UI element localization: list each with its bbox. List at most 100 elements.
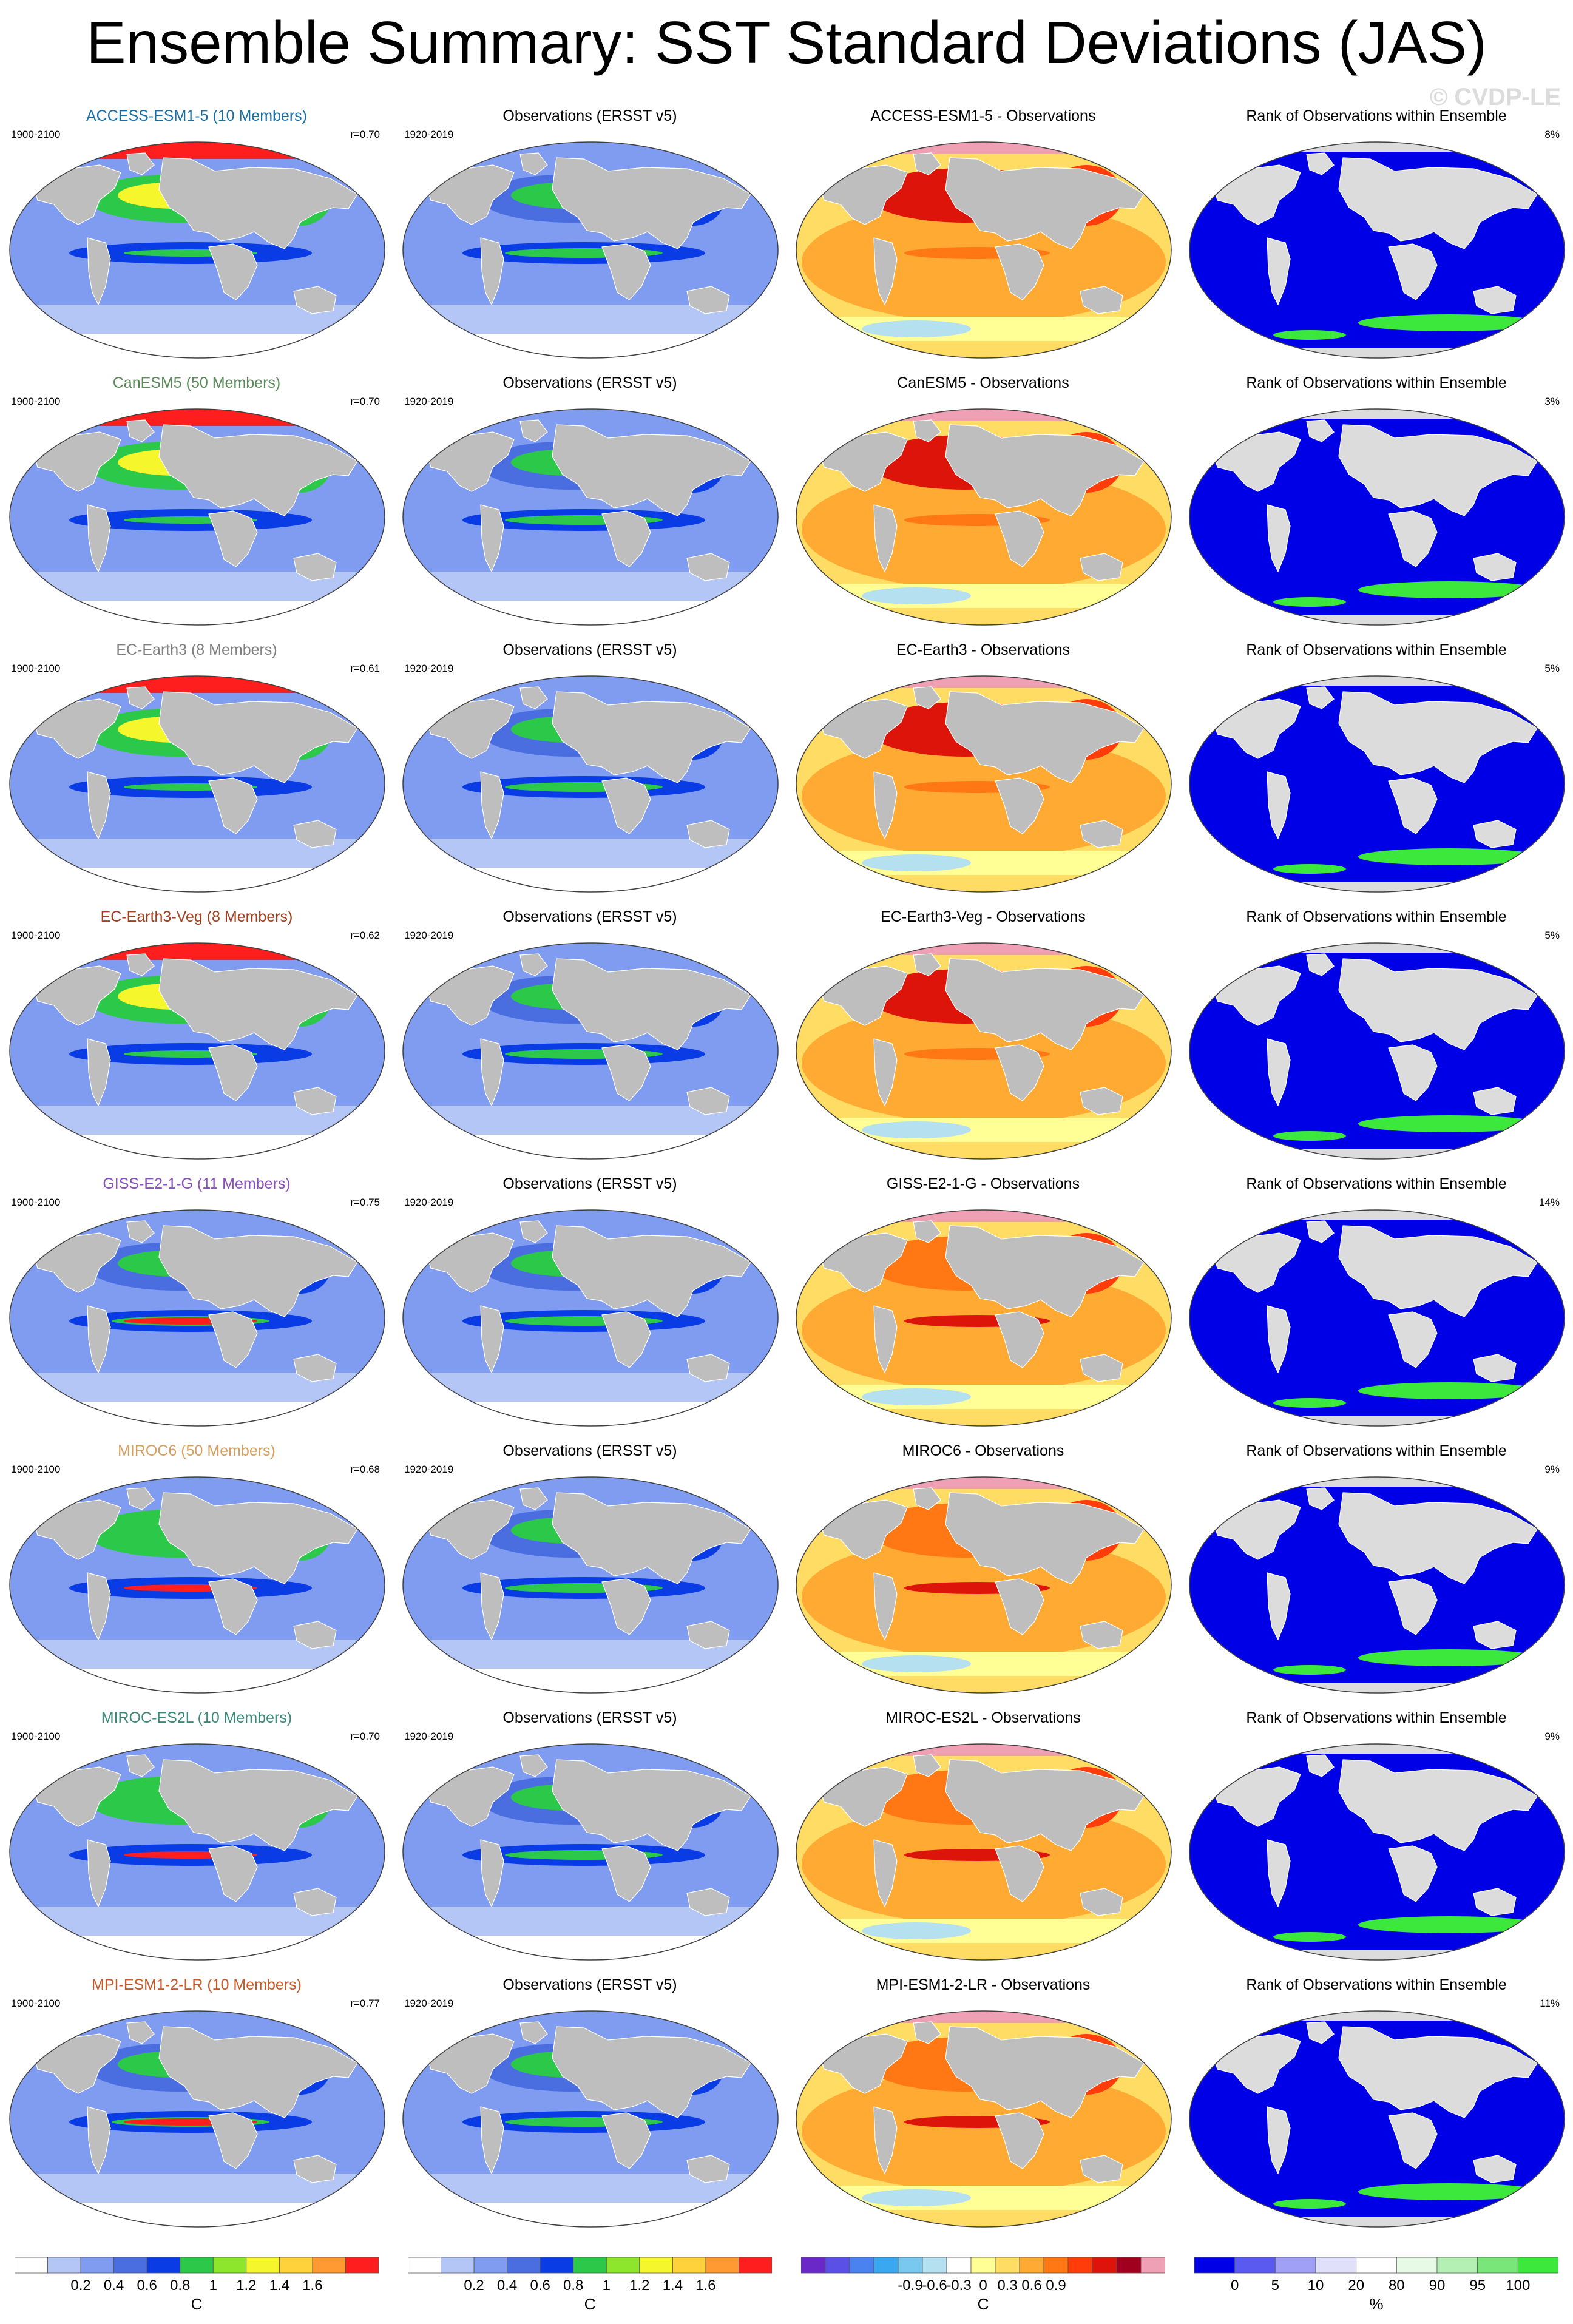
panel-rank: Rank of Observations within Ensemble 5% [1180,903,1573,1171]
colorbar-swatch [1067,2257,1093,2274]
colorbar-swatch [1116,2257,1142,2274]
colorbar-swatch [507,2257,541,2274]
colorbar-tick-label: 0 [979,2277,987,2294]
colorbar-tick-label: 1.4 [663,2277,683,2294]
colorbar-swatch [279,2257,313,2274]
panel-diff: MIROC6 - Observations [786,1437,1180,1705]
colorbar-swatch [408,2257,441,2274]
panel-title: GISS-E2-1-G (11 Members) [103,1175,291,1192]
correlation-label: r=0.70 [350,396,380,407]
panel-model: MPI-ESM1-2-LR (10 Members) 1900-2100 r=0.7… [0,1971,393,2239]
page-title: Ensemble Summary: SST Standard Deviation… [86,9,1487,76]
correlation-label: r=0.77 [350,1998,380,2009]
colorbar-tick-label: 0.9 [1046,2277,1066,2294]
correlation-label: r=0.70 [350,1731,380,1742]
panel-model: ACCESS-ESM1-5 (10 Members) 1900-2100 r=0.7… [0,102,393,370]
panel-obs: Observations (ERSST v5) 1920-2019 [393,1437,786,1705]
panel-title: Rank of Observations within Ensemble [1246,1709,1507,1726]
panel-diff: MIROC-ES2L - Observations [786,1704,1180,1972]
panel-title: Rank of Observations within Ensemble [1246,641,1507,658]
colorbar-swatch [1234,2257,1276,2274]
correlation-label: r=0.75 [350,1197,380,1208]
colorbar-tick-label: 0.4 [497,2277,517,2294]
panel-title: CanESM5 (50 Members) [112,374,281,391]
period-label: 1900-2100 [11,129,61,140]
period-label: 1900-2100 [11,1998,61,2009]
colorbar-swatch [473,2257,507,2274]
panel-model: CanESM5 (50 Members) 1900-2100 r=0.70 [0,369,393,637]
panel-title: MIROC6 - Observations [902,1442,1064,1459]
colorbar-tick-label: 0 [1231,2277,1239,2294]
period-label: 1920-2019 [404,930,454,941]
panel-title: CanESM5 - Observations [897,374,1069,391]
panel-title: Observations (ERSST v5) [502,1175,677,1192]
colorbar-swatch [1140,2257,1165,2274]
panel-title: GISS-E2-1-G - Observations [886,1175,1080,1192]
period-label: 1900-2100 [11,1731,61,1742]
colorbar-swatch [1019,2257,1044,2274]
panel-rank: Rank of Observations within Ensemble 8% [1180,102,1573,370]
rank-percent-label: 5% [1544,663,1560,674]
colorbar-swatch [849,2257,874,2274]
period-label: 1920-2019 [404,396,454,407]
rank-percent-label: 11% [1540,1998,1560,2009]
colorbar-swatch [801,2257,826,2274]
panel-title: ACCESS-ESM1-5 (10 Members) [86,107,307,124]
panel-obs: Observations (ERSST v5) 1920-2019 [393,903,786,1171]
colorbar-tick-label: 0.2 [70,2277,90,2294]
panel-diff: MPI-ESM1-2-LR - Observations [786,1971,1180,2239]
colorbar-swatch [180,2257,214,2274]
panel-model: MIROC-ES2L (10 Members) 1900-2100 r=0.70 [0,1704,393,1972]
panel-obs: Observations (ERSST v5) 1920-2019 [393,369,786,637]
panel-title: EC-Earth3 - Observations [896,641,1071,658]
colorbar-swatch [15,2257,48,2274]
panel-title: Rank of Observations within Ensemble [1246,1442,1507,1459]
colorbar-tick-label: 20 [1348,2277,1364,2294]
panel-diff: ACCESS-ESM1-5 - Observations [786,102,1180,370]
panel-title: MPI-ESM1-2-LR - Observations [876,1976,1091,1993]
colorbar-tick-label: 0.8 [170,2277,190,2294]
colorbar-tick-label: 1.2 [236,2277,256,2294]
panel-rank: Rank of Observations within Ensemble 14% [1180,1170,1573,1438]
colorbar: 0.2 0.4 0.6 0.8 1 1.2 1.4 1.6 C [408,2256,772,2317]
colorbar-tick-label: 5 [1271,2277,1279,2294]
panel-diff: GISS-E2-1-G - Observations [786,1170,1180,1438]
panel-obs: Observations (ERSST v5) 1920-2019 [393,1704,786,1972]
colorbar-swatch [1092,2257,1117,2274]
rank-percent-label: 14% [1538,1197,1560,1208]
period-label: 1920-2019 [404,1464,454,1475]
rank-percent-label: 9% [1544,1464,1560,1475]
period-label: 1920-2019 [404,129,454,140]
colorbar-unit: C [191,2295,203,2313]
colorbar-swatch [246,2257,280,2274]
panel-obs: Observations (ERSST v5) 1920-2019 [393,636,786,904]
colorbar-swatch [970,2257,996,2274]
colorbar-swatch [47,2257,81,2274]
colorbar-swatch [606,2257,640,2274]
colorbar-tick-label: 100 [1506,2277,1530,2294]
colorbar-swatch [705,2257,739,2274]
panel-title: Observations (ERSST v5) [502,374,677,391]
colorbar-swatch [573,2257,607,2274]
rank-percent-label: 8% [1544,129,1560,140]
rank-percent-label: 9% [1544,1731,1560,1742]
period-label: 1920-2019 [404,1998,454,2009]
colorbar-tick-label: 1.4 [269,2277,289,2294]
colorbar-swatch [1274,2257,1316,2274]
colorbar-tick-label: 95 [1469,2277,1486,2294]
colorbar: -0.9 -0.6 -0.3 0 0.3 0.6 0.9 C [801,2256,1165,2317]
colorbar-tick-label: 0.2 [464,2277,484,2294]
panel-diff: EC-Earth3 - Observations [786,636,1180,904]
colorbar-tick-label: 80 [1389,2277,1405,2294]
colorbar-swatch [113,2257,147,2274]
colorbar-tick-label: -0.9 [898,2277,922,2294]
colorbar-swatch [1436,2257,1478,2274]
panel-title: MIROC-ES2L - Observations [885,1709,1081,1726]
colorbar-swatch [1396,2257,1438,2274]
colorbar-tick-label: 0.3 [997,2277,1017,2294]
colorbar-swatch [825,2257,850,2274]
panel-title: Observations (ERSST v5) [502,107,677,124]
period-label: 1920-2019 [404,1197,454,1208]
colorbar-swatch [312,2257,346,2274]
panel-title: Observations (ERSST v5) [502,1976,677,1993]
